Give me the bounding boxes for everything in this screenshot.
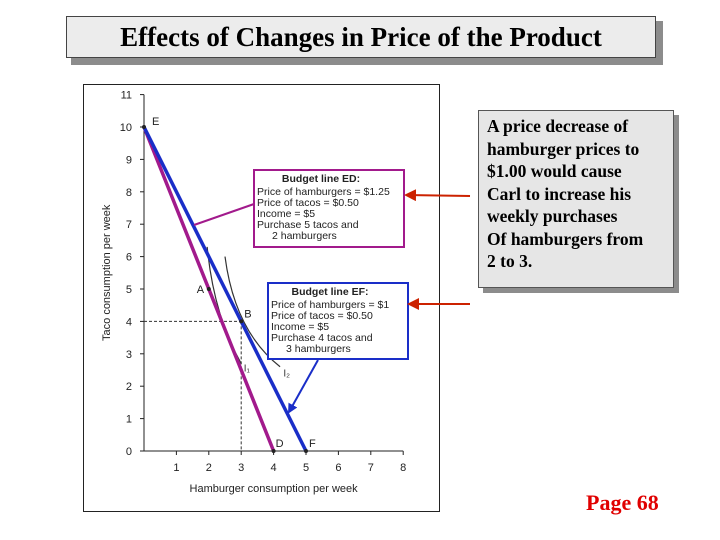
legend-ed-line: Price of hamburgers = $1.25 — [257, 186, 390, 198]
x-tick-label: 6 — [335, 462, 341, 474]
point-label-a: A — [197, 284, 205, 296]
legend-ef-line: Purchase 4 tacos and — [271, 332, 373, 344]
x-tick-label: 5 — [303, 462, 309, 474]
y-tick-label: 0 — [126, 446, 132, 458]
indifference-label-2: I₂ — [283, 368, 290, 379]
legend-ed-line: Purchase 5 tacos and — [257, 219, 359, 231]
legend-ed-line: Price of tacos = $0.50 — [257, 197, 359, 209]
y-tick-label: 7 — [126, 219, 132, 231]
x-tick-label: 7 — [368, 462, 374, 474]
callout-line: hamburger prices to — [487, 138, 640, 159]
point-e — [142, 125, 146, 129]
legend-ef-title: Budget line EF: — [292, 286, 369, 298]
y-axis-label: Taco consumption per week — [101, 204, 113, 341]
indifference-label-1: I₁ — [244, 364, 251, 375]
callout-line: A price decrease of — [487, 116, 629, 136]
y-tick-label: 11 — [121, 90, 132, 102]
point-label-f: F — [309, 438, 316, 450]
legend-ef-leader — [288, 359, 319, 414]
y-tick-label: 3 — [126, 349, 132, 361]
legend-ef-line: Price of tacos = $0.50 — [271, 310, 373, 322]
point-b — [239, 319, 244, 324]
callout-arrow-ed — [404, 189, 471, 202]
x-tick-label: 1 — [173, 462, 179, 474]
legend-ed-line: Income = $5 — [257, 208, 315, 220]
x-tick-label: 8 — [400, 462, 406, 474]
legend-ef-line: Income = $5 — [271, 321, 329, 333]
x-tick-label: 2 — [206, 462, 212, 474]
callout-line: weekly purchases — [487, 206, 618, 226]
slide-title: Effects of Changes in Price of the Produ… — [66, 16, 656, 58]
callout-line: 2 to 3. — [487, 251, 533, 271]
y-tick-label: 5 — [126, 284, 132, 296]
callout-line: Carl to increase his — [487, 183, 632, 204]
y-tick-label: 6 — [126, 252, 132, 264]
point-label-e: E — [152, 116, 159, 128]
legend-ef-line: Price of hamburgers = $1 — [271, 299, 389, 311]
legend-ef-box — [267, 282, 409, 360]
legend-layer: Budget line ED:Price of hamburgers = $1.… — [193, 169, 471, 414]
page-number: Page 68 — [586, 490, 659, 515]
legend-ef-line: 3 hamburgers — [286, 343, 351, 355]
budget-line-ef — [142, 125, 308, 453]
y-tick-label: 4 — [126, 316, 132, 328]
y-tick-label: 9 — [126, 154, 132, 166]
y-tick-label: 1 — [126, 414, 132, 426]
x-tick-label: 4 — [271, 462, 277, 474]
callout-line: Of hamburgers from — [487, 228, 644, 249]
y-tick-label: 10 — [120, 122, 132, 134]
point-label-d: D — [276, 438, 284, 450]
point-d — [271, 449, 276, 453]
x-tick-label: 3 — [238, 462, 244, 474]
x-axis-label: Hamburger consumption per week — [190, 483, 359, 495]
y-tick-label: 8 — [126, 187, 132, 199]
y-tick-label: 2 — [126, 381, 132, 393]
legend-ed-box — [253, 169, 405, 248]
point-label-b: B — [244, 308, 251, 320]
legend-ed-title: Budget line ED: — [282, 173, 360, 185]
legend-ed-line: 2 hamburgers — [272, 230, 337, 242]
callout-line: $1.00 would cause — [487, 161, 622, 181]
legend-ed-leader — [193, 203, 255, 226]
point-a — [206, 287, 211, 291]
point-f — [304, 449, 308, 453]
callout-box: A price decrease of hamburger prices to $1… — [478, 110, 674, 288]
point-labels: E A B D F — [142, 116, 316, 453]
